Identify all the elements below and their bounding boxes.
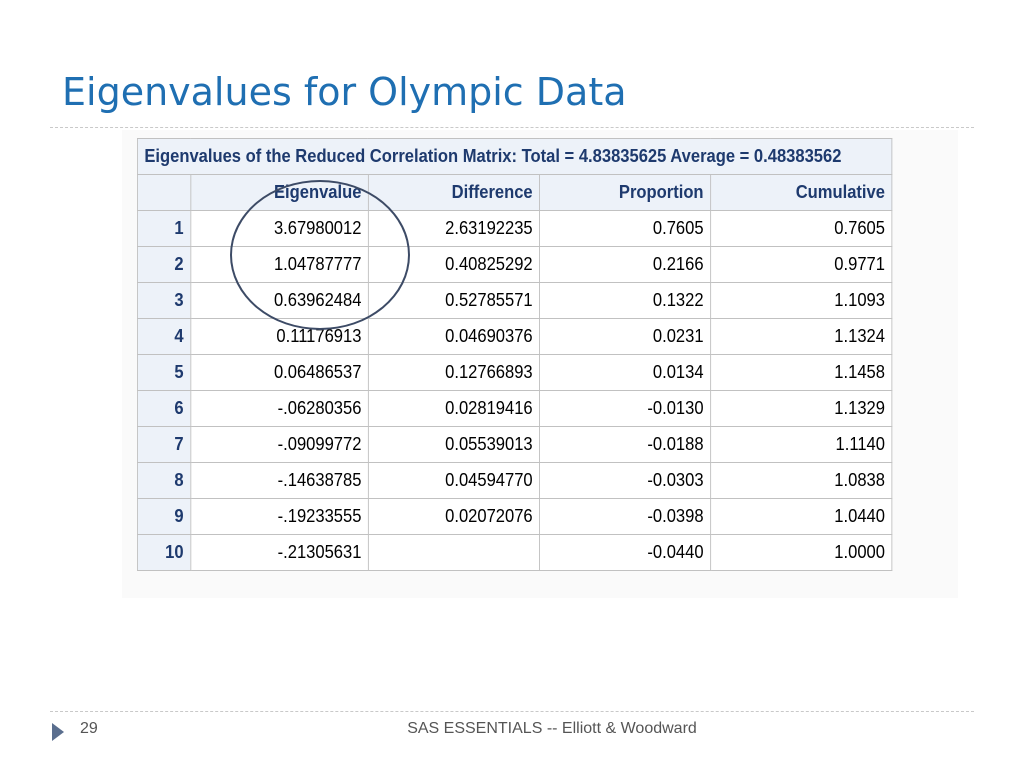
proportion-cell: -0.0398 <box>539 498 711 535</box>
table-row: 2 1.04787777 0.40825292 0.2166 0.9771 <box>137 246 893 283</box>
eigenvalue-cell: 1.04787777 <box>190 246 369 283</box>
table-title: Eigenvalues of the Reduced Correlation M… <box>137 138 893 175</box>
row-number: 9 <box>137 498 191 535</box>
table-container: Eigenvalues of the Reduced Correlation M… <box>122 130 958 598</box>
proportion-cell: -0.0130 <box>539 390 711 427</box>
proportion-cell: 0.0231 <box>539 318 711 355</box>
difference-cell: 0.02072076 <box>367 498 541 535</box>
table-row: 4 0.11176913 0.04690376 0.0231 1.1324 <box>137 318 893 355</box>
cumulative-cell: 1.1324 <box>710 318 893 355</box>
column-header-proportion: Proportion <box>539 174 711 211</box>
proportion-cell: -0.0440 <box>539 534 711 571</box>
row-number: 3 <box>137 282 191 319</box>
proportion-cell: -0.0303 <box>539 462 711 499</box>
cumulative-cell: 1.0838 <box>710 462 893 499</box>
difference-cell <box>367 534 541 571</box>
row-number: 4 <box>137 318 191 355</box>
row-number: 1 <box>137 210 191 247</box>
table-row: 6 -.06280356 0.02819416 -0.0130 1.1329 <box>137 390 893 427</box>
table-row: 9 -.19233555 0.02072076 -0.0398 1.0440 <box>137 498 893 535</box>
proportion-cell: 0.2166 <box>539 246 711 283</box>
footer-text: SAS ESSENTIALS -- Elliott & Woodward <box>407 720 697 737</box>
eigenvalue-cell: -.19233555 <box>190 498 369 535</box>
cumulative-cell: 1.1093 <box>710 282 893 319</box>
cumulative-cell: 0.7605 <box>710 210 893 247</box>
eigenvalues-table: Eigenvalues of the Reduced Correlation M… <box>137 138 893 571</box>
proportion-cell: -0.0188 <box>539 426 711 463</box>
table-row: 5 0.06486537 0.12766893 0.0134 1.1458 <box>137 354 893 391</box>
eigenvalue-cell: -.06280356 <box>190 390 369 427</box>
page-number: 29 <box>80 720 98 737</box>
row-number: 8 <box>137 462 191 499</box>
row-number: 7 <box>137 426 191 463</box>
eigenvalue-cell: -.21305631 <box>190 534 369 571</box>
row-number: 5 <box>137 354 191 391</box>
slide-title: Eigenvalues for Olympic Data <box>62 70 627 114</box>
footer-divider <box>50 711 974 712</box>
triangle-right-icon <box>52 723 64 741</box>
table-row: 10 -.21305631 -0.0440 1.0000 <box>137 534 893 571</box>
eigenvalue-cell: 0.11176913 <box>190 318 369 355</box>
difference-cell: 2.63192235 <box>367 210 541 247</box>
column-header-cumulative: Cumulative <box>710 174 893 211</box>
column-header-difference: Difference <box>367 174 541 211</box>
table-title-row: Eigenvalues of the Reduced Correlation M… <box>137 138 893 175</box>
proportion-cell: 0.7605 <box>539 210 711 247</box>
row-number: 6 <box>137 390 191 427</box>
eigenvalue-cell: 0.63962484 <box>190 282 369 319</box>
column-header-eigenvalue: Eigenvalue <box>190 174 369 211</box>
cumulative-cell: 1.1140 <box>710 426 893 463</box>
cumulative-cell: 1.0440 <box>710 498 893 535</box>
difference-cell: 0.12766893 <box>367 354 541 391</box>
cumulative-cell: 1.0000 <box>710 534 893 571</box>
column-header-blank <box>137 174 191 211</box>
difference-cell: 0.04594770 <box>367 462 541 499</box>
difference-cell: 0.52785571 <box>367 282 541 319</box>
row-number: 2 <box>137 246 191 283</box>
title-divider <box>50 127 974 128</box>
cumulative-cell: 0.9771 <box>710 246 893 283</box>
difference-cell: 0.02819416 <box>367 390 541 427</box>
eigenvalue-cell: -.14638785 <box>190 462 369 499</box>
proportion-cell: 0.1322 <box>539 282 711 319</box>
proportion-cell: 0.0134 <box>539 354 711 391</box>
difference-cell: 0.04690376 <box>367 318 541 355</box>
table-body: 1 3.67980012 2.63192235 0.7605 0.7605 2 1.0478… <box>137 210 893 571</box>
table-row: 1 3.67980012 2.63192235 0.7605 0.7605 <box>137 210 893 247</box>
eigenvalue-cell: 3.67980012 <box>190 210 369 247</box>
difference-cell: 0.05539013 <box>367 426 541 463</box>
table-row: 3 0.63962484 0.52785571 0.1322 1.1093 <box>137 282 893 319</box>
difference-cell: 0.40825292 <box>367 246 541 283</box>
eigenvalue-cell: -.09099772 <box>190 426 369 463</box>
eigenvalue-cell: 0.06486537 <box>190 354 369 391</box>
table-row: 8 -.14638785 0.04594770 -0.0303 1.0838 <box>137 462 893 499</box>
cumulative-cell: 1.1458 <box>710 354 893 391</box>
table-row: 7 -.09099772 0.05539013 -0.0188 1.1140 <box>137 426 893 463</box>
cumulative-cell: 1.1329 <box>710 390 893 427</box>
column-header-row: Eigenvalue Difference Proportion Cumulat… <box>137 174 893 211</box>
row-number: 10 <box>137 534 191 571</box>
